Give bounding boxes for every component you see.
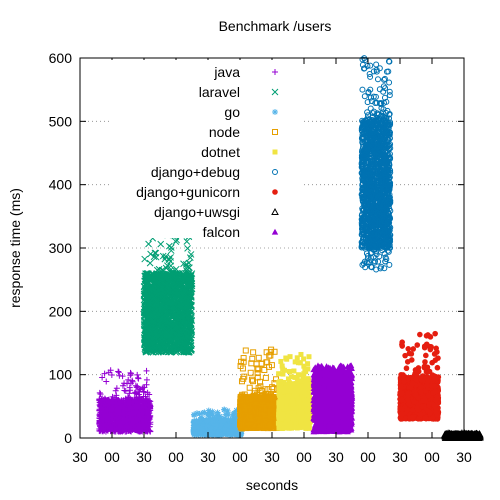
data-point (124, 380, 131, 387)
data-point (112, 387, 119, 394)
data-point (143, 376, 150, 383)
series-node (237, 346, 282, 432)
data-point (242, 347, 249, 354)
chart-title: Benchmark /users (219, 18, 332, 34)
data-point (115, 368, 122, 375)
data-point (184, 245, 191, 252)
data-point (225, 411, 232, 418)
data-point (195, 424, 202, 431)
data-point (145, 240, 152, 248)
data-point (214, 409, 221, 416)
series-go (190, 406, 245, 438)
data-point (134, 371, 141, 378)
data-point (99, 374, 106, 381)
x-axis-label: seconds (246, 477, 298, 493)
data-point (209, 408, 216, 415)
data-point (231, 422, 238, 429)
data-point (190, 411, 197, 418)
data-point (191, 430, 198, 437)
series-java (96, 367, 154, 435)
data-point (193, 418, 200, 425)
data-point (108, 371, 115, 378)
data-point (223, 422, 230, 429)
data-point (213, 422, 220, 429)
data-point (129, 377, 136, 384)
data-point (265, 386, 272, 393)
data-point (255, 354, 262, 361)
data-point (262, 374, 269, 381)
data-point (128, 370, 135, 377)
data-point (157, 240, 165, 248)
data-point (235, 431, 242, 438)
data-point (116, 372, 123, 379)
data-point (141, 255, 149, 263)
data-point (105, 369, 112, 376)
data-point (206, 431, 213, 438)
data-point (228, 427, 235, 434)
data-point (231, 410, 238, 417)
data-point (246, 384, 253, 391)
data-point (103, 378, 110, 385)
data-point (144, 389, 151, 396)
data-point (250, 349, 257, 356)
data-point (96, 389, 103, 396)
data-point (135, 374, 142, 381)
data-point (197, 429, 204, 436)
data-points (96, 55, 484, 441)
data-point (203, 423, 210, 430)
data-point (214, 431, 221, 438)
data-point (190, 424, 197, 431)
data-point (126, 384, 133, 391)
data-point (113, 385, 120, 392)
y-axis-label: response time (ms) (7, 188, 23, 308)
data-point (101, 370, 108, 377)
data-point (126, 390, 133, 397)
data-point (147, 250, 154, 258)
data-point (143, 367, 150, 374)
data-point (122, 387, 129, 394)
data-point (167, 254, 174, 261)
data-point (196, 410, 203, 417)
data-point (221, 406, 228, 413)
data-point (146, 259, 154, 267)
